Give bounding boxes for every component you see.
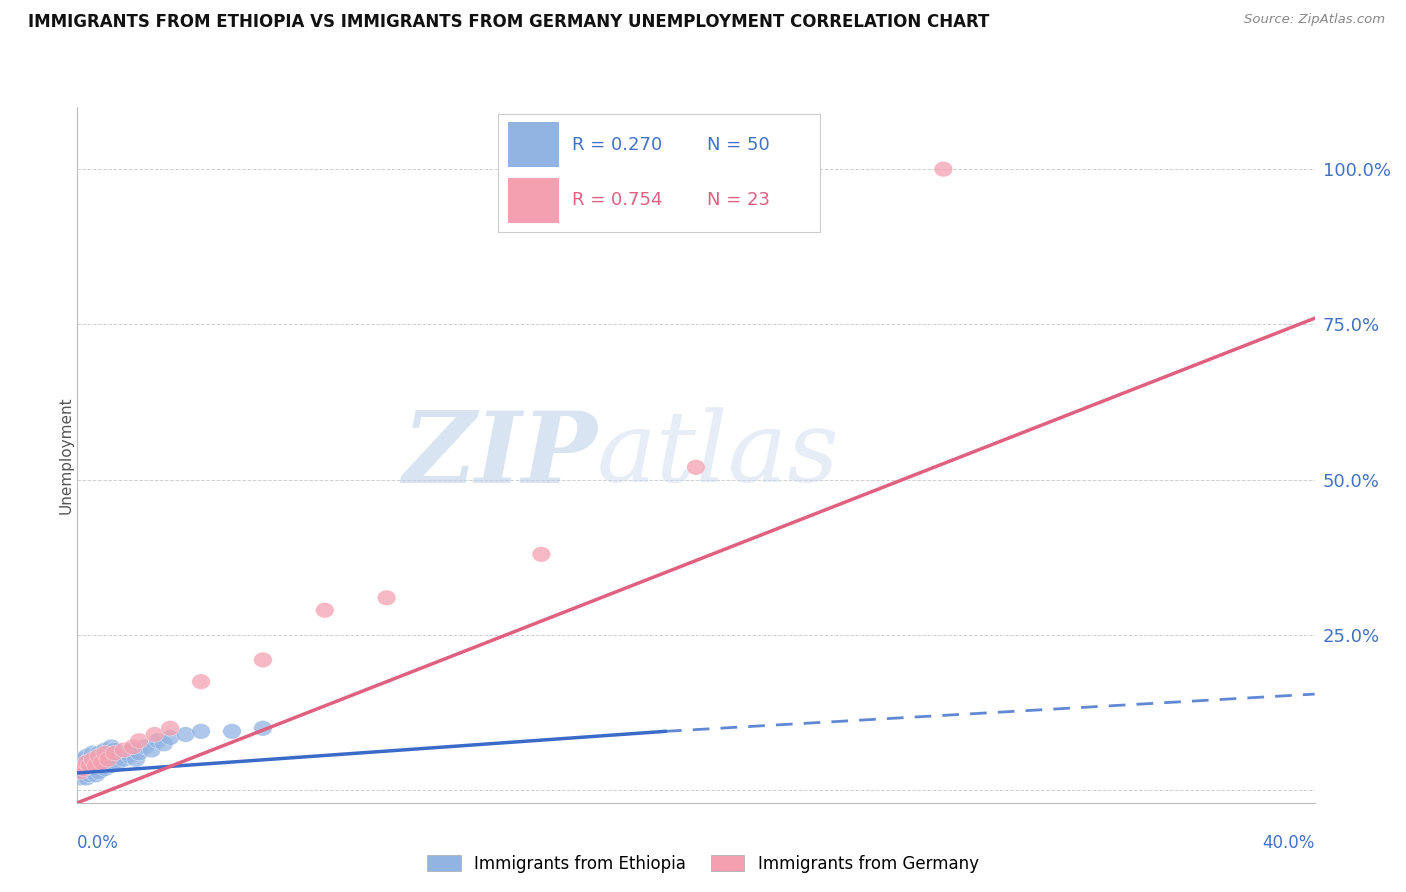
Y-axis label: Unemployment: Unemployment [59, 396, 73, 514]
Ellipse shape [934, 161, 953, 177]
Ellipse shape [77, 748, 96, 764]
Ellipse shape [142, 742, 160, 758]
Ellipse shape [377, 590, 396, 606]
Ellipse shape [90, 748, 108, 764]
Text: atlas: atlas [598, 408, 839, 502]
Ellipse shape [129, 733, 149, 748]
Ellipse shape [83, 746, 103, 761]
Ellipse shape [93, 755, 111, 770]
Ellipse shape [191, 673, 211, 690]
Ellipse shape [96, 746, 114, 761]
Ellipse shape [124, 739, 142, 755]
Ellipse shape [98, 752, 118, 767]
Ellipse shape [105, 742, 124, 758]
Text: IMMIGRANTS FROM ETHIOPIA VS IMMIGRANTS FROM GERMANY UNEMPLOYMENT CORRELATION CHA: IMMIGRANTS FROM ETHIOPIA VS IMMIGRANTS F… [28, 13, 990, 31]
Ellipse shape [87, 758, 105, 773]
Ellipse shape [124, 742, 142, 758]
Ellipse shape [80, 761, 98, 776]
Ellipse shape [87, 767, 105, 782]
Ellipse shape [90, 746, 108, 761]
Ellipse shape [108, 755, 127, 770]
Ellipse shape [77, 755, 96, 770]
Ellipse shape [75, 761, 93, 776]
Ellipse shape [72, 764, 90, 780]
Ellipse shape [87, 752, 105, 767]
Ellipse shape [75, 758, 93, 773]
Ellipse shape [80, 758, 98, 773]
Ellipse shape [83, 758, 103, 773]
Text: Source: ZipAtlas.com: Source: ZipAtlas.com [1244, 13, 1385, 27]
Ellipse shape [77, 770, 96, 786]
Ellipse shape [80, 767, 98, 782]
Ellipse shape [90, 764, 108, 780]
Ellipse shape [103, 739, 121, 755]
Legend: Immigrants from Ethiopia, Immigrants from Germany: Immigrants from Ethiopia, Immigrants fro… [420, 848, 986, 880]
Ellipse shape [83, 764, 103, 780]
Ellipse shape [315, 602, 335, 618]
Ellipse shape [253, 721, 273, 736]
Ellipse shape [83, 752, 103, 767]
Ellipse shape [149, 733, 167, 748]
Ellipse shape [75, 752, 93, 767]
Ellipse shape [160, 721, 180, 736]
Ellipse shape [253, 652, 273, 668]
Ellipse shape [176, 727, 195, 742]
Ellipse shape [136, 739, 155, 755]
Ellipse shape [90, 755, 108, 770]
Text: 0.0%: 0.0% [77, 834, 120, 852]
Ellipse shape [77, 764, 96, 780]
Ellipse shape [121, 748, 139, 764]
Ellipse shape [127, 752, 145, 767]
Ellipse shape [191, 723, 211, 739]
Ellipse shape [118, 746, 136, 761]
Ellipse shape [93, 748, 111, 764]
Ellipse shape [114, 742, 134, 758]
Ellipse shape [155, 736, 173, 752]
Ellipse shape [75, 767, 93, 782]
Ellipse shape [75, 761, 93, 776]
Ellipse shape [105, 752, 124, 767]
Ellipse shape [96, 761, 114, 776]
Ellipse shape [160, 730, 180, 746]
Ellipse shape [98, 746, 118, 761]
Ellipse shape [96, 742, 114, 758]
Ellipse shape [103, 758, 121, 773]
Ellipse shape [129, 746, 149, 761]
Ellipse shape [105, 746, 124, 761]
Ellipse shape [87, 761, 105, 776]
Ellipse shape [72, 770, 90, 786]
Ellipse shape [114, 752, 134, 767]
Ellipse shape [72, 755, 90, 770]
Ellipse shape [72, 764, 90, 780]
Ellipse shape [531, 547, 551, 562]
Ellipse shape [686, 459, 706, 475]
Text: ZIP: ZIP [402, 407, 598, 503]
Ellipse shape [222, 723, 242, 739]
Ellipse shape [77, 755, 96, 770]
Ellipse shape [93, 758, 111, 773]
Ellipse shape [98, 755, 118, 770]
Text: 40.0%: 40.0% [1263, 834, 1315, 852]
Ellipse shape [111, 748, 129, 764]
Ellipse shape [80, 752, 98, 767]
Ellipse shape [145, 727, 165, 742]
